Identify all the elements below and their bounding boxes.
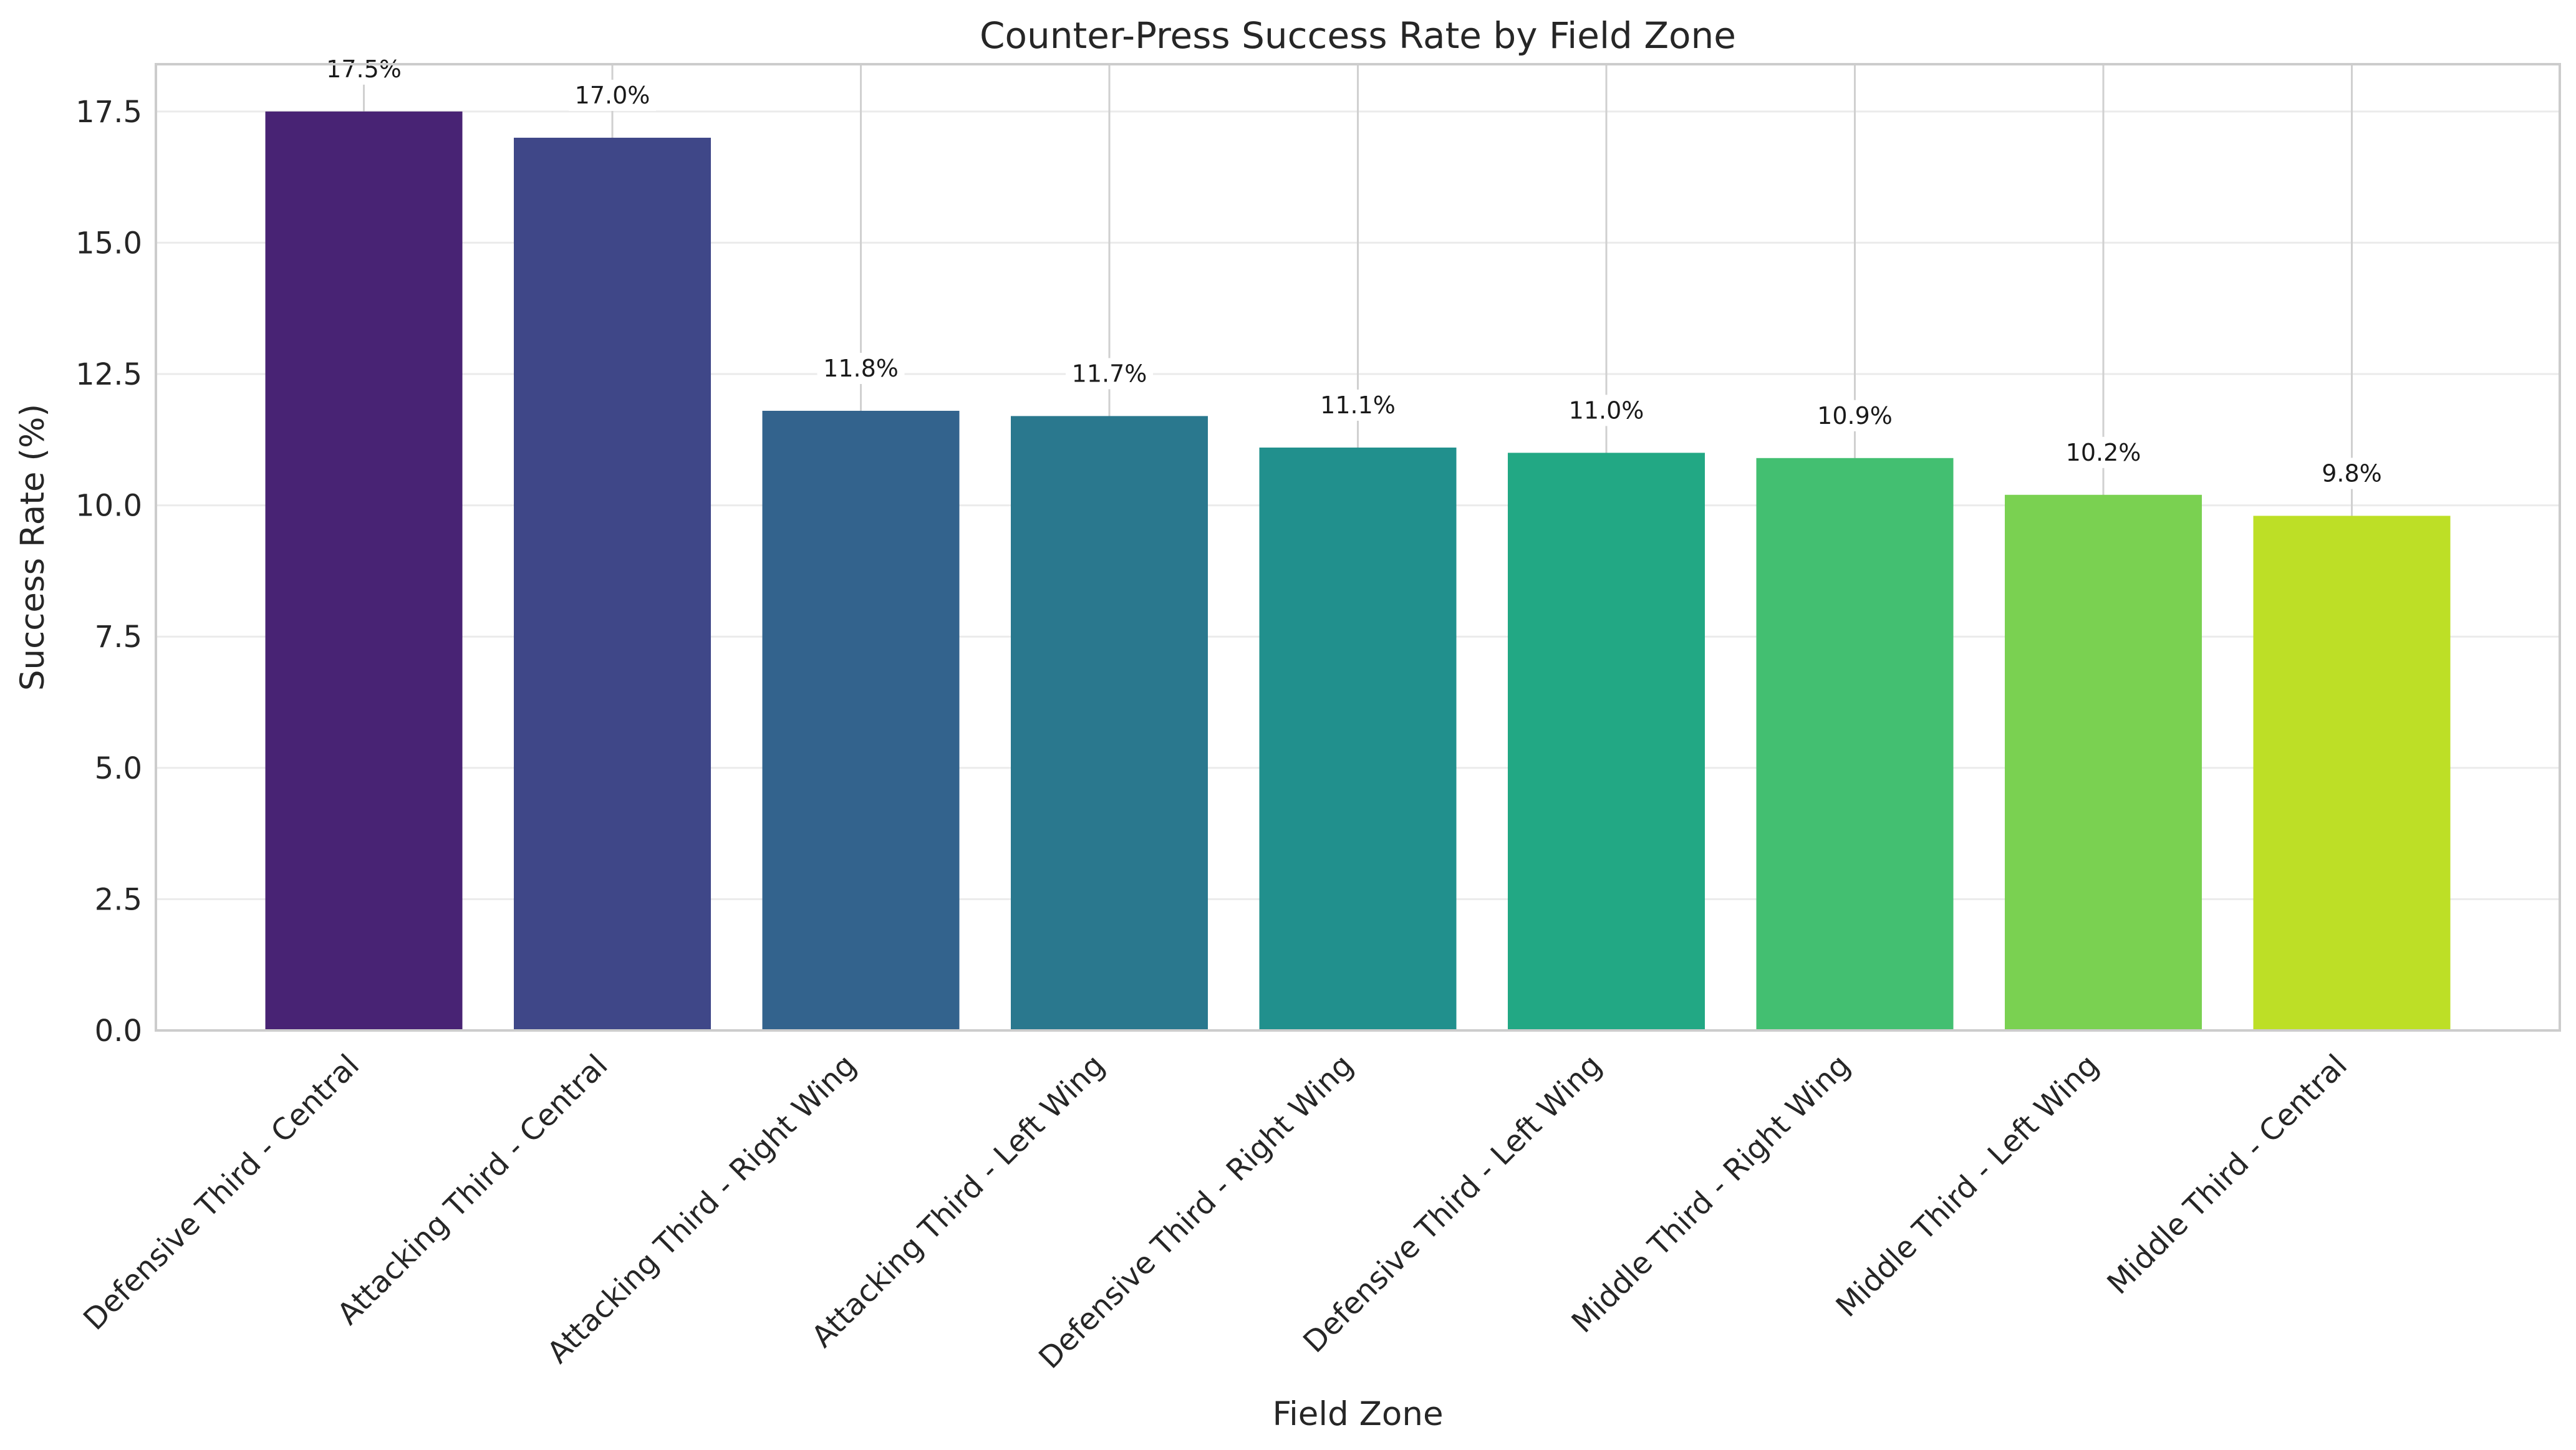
bar [1011,416,1208,1030]
data-label: 11.1% [1320,391,1396,419]
bar [514,137,711,1030]
y-tick-label: 17.5 [75,95,142,130]
bar [1756,458,1954,1030]
y-tick-label: 7.5 [95,620,142,655]
data-labels: 17.5% 17.0% 11.8% 11.7% 11.1% 11.0% 10.9% 10.2%… [320,53,2396,489]
data-label: 9.8% [2322,459,2382,487]
data-label: 10.9% [1817,402,1893,430]
bar [1259,447,1457,1030]
data-label: 11.7% [1072,360,1147,387]
x-tick-label: Middle Third - Central [2100,1048,2353,1301]
x-tick-label: Attacking Third - Central [330,1048,614,1332]
y-tick-label: 15.0 [75,226,142,261]
data-label-bg [320,53,408,85]
bar [2253,516,2451,1030]
x-axis-label: Field Zone [1272,1395,1443,1433]
x-tick-label: Defensive Third - Left Wing [1296,1048,1608,1360]
plot-frame [155,63,2561,1032]
x-tick-label: Middle Third - Right Wing [1565,1048,1857,1340]
bar [762,410,960,1030]
x-tick-label: Middle Third - Left Wing [1830,1048,2106,1324]
bar [2005,494,2202,1030]
bars [265,111,2451,1031]
y-tick-label: 5.0 [95,751,142,786]
bar [265,111,463,1031]
x-tick-label: Defensive Third - Central [77,1048,366,1337]
y-tick-label: 2.5 [95,882,142,917]
data-label-bg [1066,358,1153,390]
y-tick-label: 12.5 [75,357,142,392]
y-tick-label: 0.0 [95,1014,142,1049]
chart-title: Counter-Press Success Rate by Field Zone [980,14,1736,57]
data-label: 10.2% [2066,439,2141,466]
bar [1508,453,1705,1030]
data-label: 11.8% [823,355,899,382]
data-label: 11.0% [1569,396,1644,424]
data-label-bg [2060,436,2147,468]
data-label-bg [1314,389,1402,421]
data-label-bg [817,352,905,384]
data-label: 17.0% [575,82,650,109]
y-tick-label: 10.0 [75,489,142,524]
y-tick-labels: 0.0 2.5 5.0 7.5 10.0 12.5 15.0 17.5 [75,95,142,1049]
data-label-bg [1811,400,1899,431]
data-label-bg [569,79,656,111]
data-label: 17.5% [326,55,402,83]
x-tick-label: Attacking Third - Left Wing [805,1048,1112,1355]
y-axis-label: Success Rate (%) [14,404,52,691]
data-label-bg [1563,395,1650,426]
data-label-bg [2308,458,2396,489]
